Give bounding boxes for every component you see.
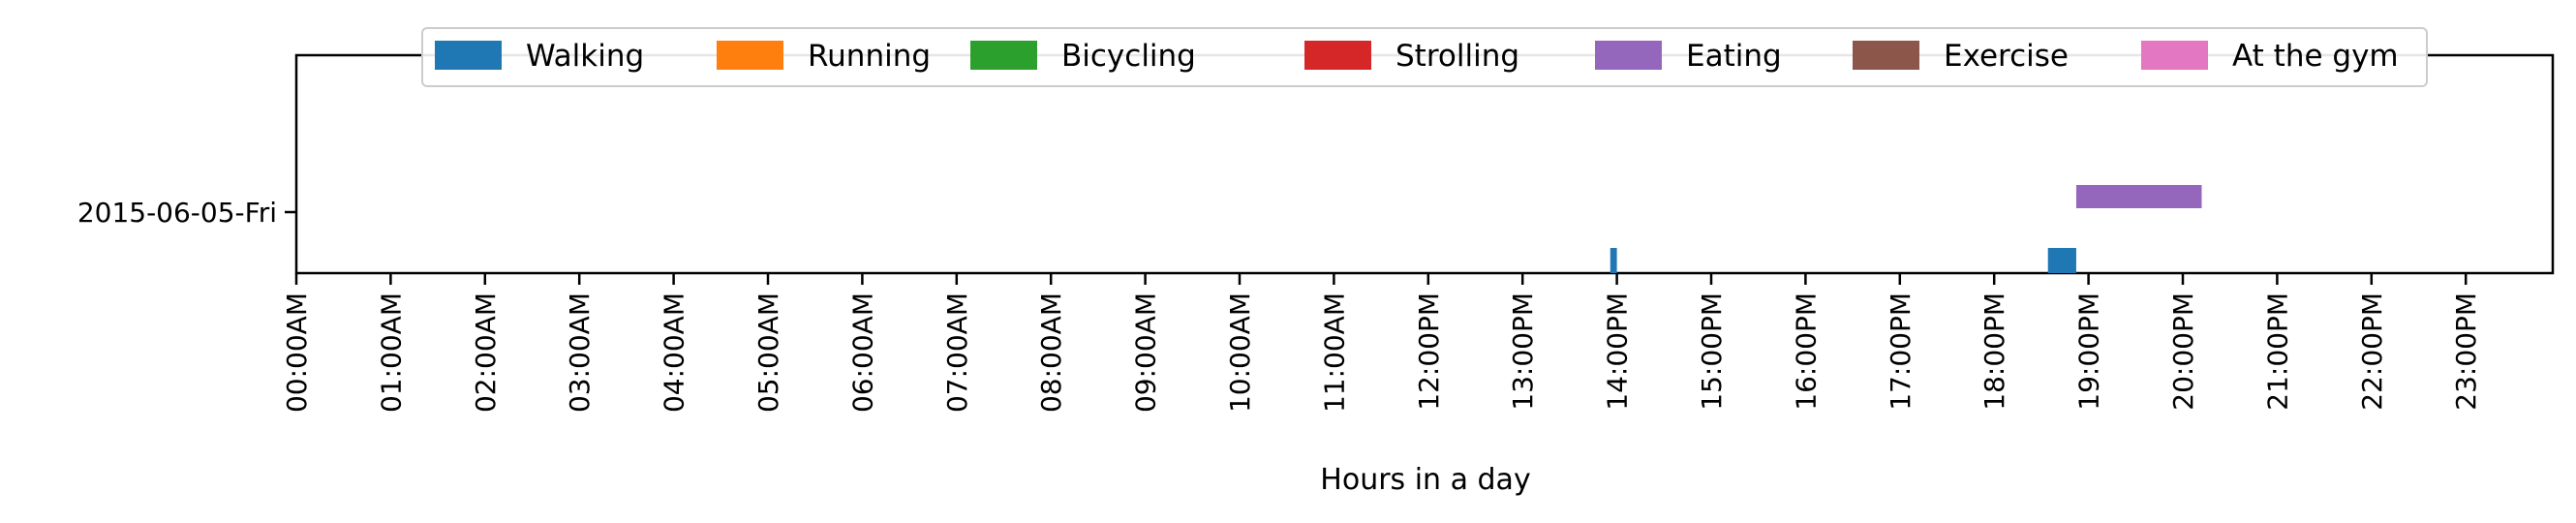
x-tick-label: 04:00AM — [659, 292, 690, 413]
legend-label-eating: Eating — [1686, 39, 1782, 74]
activity-bars — [1610, 185, 2202, 273]
x-tick-label: 07:00AM — [941, 292, 973, 413]
bar-walking-1 — [2047, 248, 2076, 273]
plot-frame — [294, 53, 2555, 275]
y-axis: 2015-06-05-Fri — [77, 197, 296, 229]
x-tick-label: 20:00PM — [2167, 292, 2199, 411]
x-tick-label: 03:00AM — [564, 292, 596, 413]
y-tick-label: 2015-06-05-Fri — [77, 197, 277, 229]
x-tick-label: 10:00AM — [1224, 292, 1256, 413]
legend-swatch-walking — [435, 41, 502, 70]
x-tick-label: 17:00PM — [1885, 292, 1917, 411]
x-tick-label: 22:00PM — [2356, 292, 2388, 411]
legend-swatch-at-the-gym — [2141, 41, 2208, 70]
legend: Walking Running Bicycling Strolling Eating Ex… — [421, 27, 2428, 87]
legend-swatch-exercise — [1853, 41, 1919, 70]
x-axis-label: Hours in a day — [1320, 463, 1530, 497]
legend-label-bicycling: Bicycling — [1061, 39, 1196, 74]
legend-label-running: Running — [808, 39, 931, 74]
plot-area — [294, 53, 2555, 275]
x-tick-label: 19:00PM — [2073, 292, 2105, 411]
legend-swatch-eating — [1595, 41, 1662, 70]
x-tick-label: 06:00AM — [846, 292, 878, 413]
legend-label-exercise: Exercise — [1944, 39, 2069, 74]
legend-label-at-the-gym: At the gym — [2232, 39, 2399, 74]
legend-label-strolling: Strolling — [1395, 39, 1519, 74]
x-tick-label: 14:00PM — [1602, 292, 1634, 411]
x-tick-label: 09:00AM — [1130, 292, 1162, 413]
x-tick-label: 11:00AM — [1318, 292, 1350, 413]
x-tick-label: 13:00PM — [1507, 292, 1539, 411]
x-axis: 00:00AM 01:00AM 02:00AM 03:00AM 04:00AM 05:00… — [281, 273, 2482, 413]
legend-swatch-strolling — [1304, 41, 1371, 70]
legend-box — [421, 27, 2428, 87]
legend-swatch-running — [717, 41, 783, 70]
x-tick-label: 01:00AM — [375, 292, 407, 413]
x-tick-label: 12:00PM — [1413, 292, 1445, 411]
bar-eating-2 — [2075, 185, 2202, 208]
x-tick-label: 05:00AM — [752, 292, 784, 413]
x-tick-label: 00:00AM — [281, 292, 313, 413]
x-tick-label: 23:00PM — [2450, 292, 2482, 411]
x-tick-label: 18:00PM — [1978, 292, 2010, 411]
x-tick-label: 02:00AM — [470, 292, 502, 413]
bar-walking-0 — [1610, 248, 1617, 273]
x-tick-label: 08:00AM — [1035, 292, 1067, 413]
x-tick-label: 16:00PM — [1790, 292, 1822, 411]
legend-label-walking: Walking — [526, 39, 644, 74]
x-tick-label: 21:00PM — [2261, 292, 2293, 411]
x-tick-label: 15:00PM — [1696, 292, 1728, 411]
legend-swatch-bicycling — [970, 41, 1037, 70]
